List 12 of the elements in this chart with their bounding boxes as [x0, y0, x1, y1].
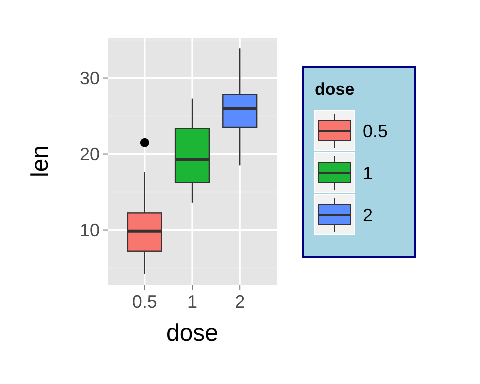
x-tick-label: 0.5 [132, 292, 158, 312]
legend-label: 0.5 [363, 121, 388, 142]
y-tick-label: 20 [80, 144, 100, 165]
x-tick-label: 2 [235, 292, 246, 312]
x-tick-label: 1 [187, 292, 198, 312]
legend-title: dose [315, 80, 355, 99]
y-tick-label: 10 [80, 220, 100, 241]
legend-label: 2 [363, 205, 374, 226]
x-axis-title: dose [166, 320, 219, 347]
legend-label: 1 [363, 163, 374, 184]
y-tick-label: 30 [80, 68, 100, 89]
y-axis-title: len [27, 145, 54, 178]
